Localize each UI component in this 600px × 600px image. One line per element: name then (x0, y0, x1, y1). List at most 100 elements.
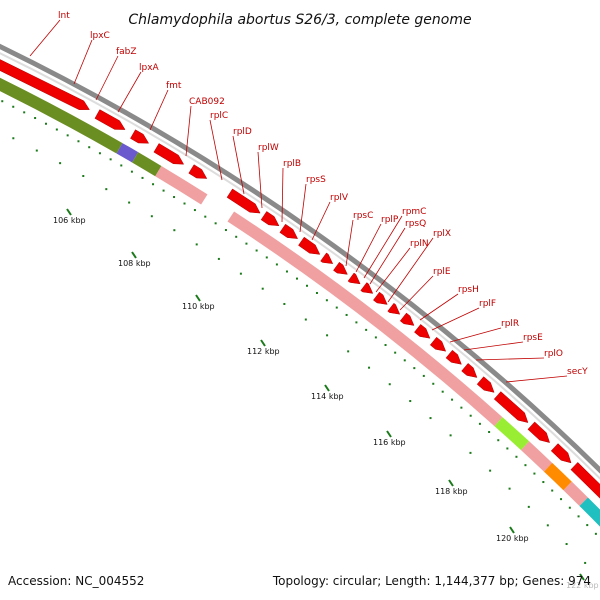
ruler-dot (508, 487, 511, 490)
ruler-dot (35, 149, 38, 152)
ruler-dot (204, 215, 207, 218)
gene-label-rplE: rplE (433, 267, 451, 277)
kbp-label: 106 kbp (53, 216, 86, 225)
cds-arrow (153, 143, 185, 165)
ruler-dot (162, 189, 165, 192)
ruler-dot (239, 272, 242, 275)
ruler-dot (460, 406, 463, 409)
feature-band-segment (494, 417, 530, 451)
ruler-dot (1, 100, 4, 103)
ruler-dot (326, 334, 329, 337)
cds-arrow (0, 59, 90, 110)
gene-label-fmt: fmt (166, 81, 182, 91)
ruler-dot (245, 242, 248, 245)
gene-label-leader (505, 375, 568, 383)
ruler-dot (315, 291, 318, 294)
gene-label-leader (95, 55, 119, 101)
gene-label-leader (475, 357, 545, 361)
ruler-dot (34, 117, 37, 120)
ruler-dot (577, 515, 580, 518)
ruler-dot (365, 328, 368, 331)
ruler-dot (409, 400, 412, 403)
kbp-label: 120 kbp (496, 534, 529, 543)
gene-label-rpsS: rpsS (306, 175, 326, 185)
ruler-dot (88, 146, 91, 149)
map-title: Chlamydophila abortus S26/3, complete ge… (128, 12, 471, 28)
cds-arrow (94, 109, 126, 130)
ruler-dot (524, 464, 527, 467)
ruler-dot (105, 188, 108, 191)
ruler-dot (82, 175, 85, 178)
ruler-dot (173, 196, 176, 199)
cds-arrow (347, 272, 361, 285)
ruler-dot (285, 270, 288, 273)
cds-arrow (476, 376, 495, 393)
kbp-label: 118 kbp (435, 487, 468, 496)
gene-label-rpsQ: rpsQ (405, 219, 426, 229)
gene-label-leader (449, 327, 502, 343)
gene-label-leader (257, 151, 263, 209)
ruler-dot (59, 162, 62, 165)
gene-label-leader (117, 71, 142, 113)
ruler-dot (23, 111, 26, 114)
feature-band-segment (155, 165, 208, 205)
kbp-tick (509, 526, 515, 534)
ruler-dot (527, 505, 530, 508)
gene-label-leader (232, 135, 245, 195)
kbp-label: 110 kbp (182, 302, 215, 311)
gene-label-rplN: rplN (410, 239, 429, 249)
feature-band-segment (521, 441, 553, 472)
kbp-tick (324, 384, 330, 392)
ruler-dot (469, 451, 472, 454)
cds-arrow (399, 312, 415, 326)
gene-label-leader (73, 39, 93, 85)
cds-arrow (429, 336, 447, 352)
kbp-tick (579, 573, 585, 581)
ruler-ticks (1, 100, 597, 564)
gene-label-rplF: rplF (479, 299, 496, 309)
kbp-tick (448, 479, 454, 487)
gene-label-leader (185, 105, 192, 157)
ruler-dot (497, 439, 500, 442)
kbp-tick (66, 208, 72, 216)
ruler-dot (255, 249, 258, 252)
ruler-dot (432, 382, 435, 385)
ruler-dot (394, 351, 397, 354)
gene-label-CAB092: CAB092 (189, 97, 225, 107)
gene-label-lpxA: lpxA (139, 63, 160, 73)
ruler-dot (325, 299, 328, 302)
ruler-dot (422, 374, 425, 377)
kbp-tick (260, 339, 266, 347)
ruler-dot (193, 209, 196, 212)
cds-arrow (373, 291, 388, 305)
ruler-dot (152, 183, 155, 186)
gene-label-rplV: rplV (330, 193, 349, 203)
ruler-dot (296, 277, 299, 280)
cds-arrow (188, 164, 208, 179)
ruler-dot (150, 215, 153, 218)
ruler-dot (77, 140, 80, 143)
gene-label-rplX: rplX (433, 229, 451, 239)
ruler-dot (128, 201, 131, 204)
gene-label-rplP: rplP (381, 215, 399, 225)
cds-arrow (298, 236, 321, 255)
ruler-dot (546, 524, 549, 527)
kbp-label: 122 kbp (566, 581, 599, 590)
ruler-dot (542, 481, 545, 484)
accession-text: Accession: NC_004552 (8, 574, 144, 588)
cds-arrow (130, 129, 150, 144)
ruler-dot (141, 176, 144, 179)
ruler-dot (66, 134, 69, 137)
gene-label-rplC: rplC (210, 111, 228, 121)
gene-label-rpsE: rpsE (523, 333, 543, 343)
feature-band-segment (0, 77, 123, 154)
feature-band-segment (227, 211, 503, 427)
ruler-dot (98, 152, 101, 155)
ruler-dot (44, 122, 47, 125)
ruler-dot (109, 158, 112, 161)
ruler-dot (335, 306, 338, 309)
ruler-dot (261, 287, 264, 290)
ruler-dot (584, 561, 587, 564)
kbp-tick (386, 430, 392, 438)
